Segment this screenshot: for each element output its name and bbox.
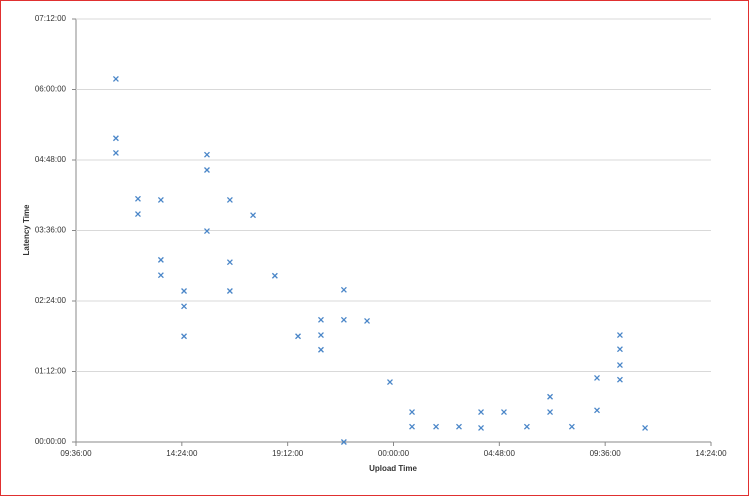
x-tick-label: 09:36:00 [60, 449, 92, 458]
point [295, 333, 301, 340]
point [340, 439, 347, 445]
point [547, 393, 554, 400]
point [112, 135, 119, 142]
point [523, 423, 530, 430]
point [433, 423, 440, 430]
point [501, 409, 507, 415]
point [594, 375, 600, 381]
point [204, 228, 210, 235]
point [340, 286, 347, 293]
point [616, 332, 623, 339]
point [250, 212, 257, 219]
point [318, 346, 324, 353]
x-axis-title: Upload Time [369, 464, 417, 473]
y-tick-label: 07:12:00 [35, 14, 67, 23]
point [594, 407, 600, 414]
point [409, 409, 415, 415]
x-tick-label: 14:24:00 [166, 449, 198, 458]
y-tick-label: 06:00:00 [35, 85, 67, 94]
point [409, 423, 415, 430]
point [387, 379, 393, 386]
point [318, 316, 324, 323]
y-tick-label: 02:24:00 [35, 296, 67, 305]
x-tick-label: 04:48:00 [484, 449, 516, 458]
point [478, 409, 484, 415]
point [157, 256, 164, 263]
point [181, 303, 187, 310]
point [134, 211, 141, 218]
point [340, 316, 347, 323]
point [547, 409, 554, 415]
point [616, 376, 623, 383]
point [568, 423, 575, 430]
point [112, 75, 119, 82]
point [181, 288, 187, 294]
x-tick-label: 19:12:00 [272, 449, 304, 458]
point [271, 272, 278, 279]
point [616, 362, 623, 368]
y-tick-label: 00:00:00 [35, 437, 67, 446]
x-tick-label: 00:00:00 [378, 449, 410, 458]
x-tick-label: 14:24:00 [695, 449, 727, 458]
y-tick-label: 03:36:00 [35, 226, 67, 235]
x-tick-label: 09:36:00 [590, 449, 622, 458]
point [364, 318, 371, 324]
point [226, 259, 233, 266]
point [157, 272, 164, 279]
y-tick-label: 01:12:00 [35, 367, 67, 376]
point [181, 333, 187, 340]
point [318, 332, 324, 339]
y-tick-label: 04:48:00 [35, 155, 67, 164]
point [478, 424, 484, 431]
point [204, 167, 210, 173]
point [456, 423, 462, 430]
point [112, 149, 119, 156]
point [226, 288, 233, 294]
point [642, 424, 649, 431]
point [616, 346, 623, 353]
point [226, 196, 233, 203]
y-axis-title: Latency Time [22, 204, 31, 256]
point [204, 151, 210, 158]
point [157, 196, 164, 203]
point [134, 195, 141, 202]
